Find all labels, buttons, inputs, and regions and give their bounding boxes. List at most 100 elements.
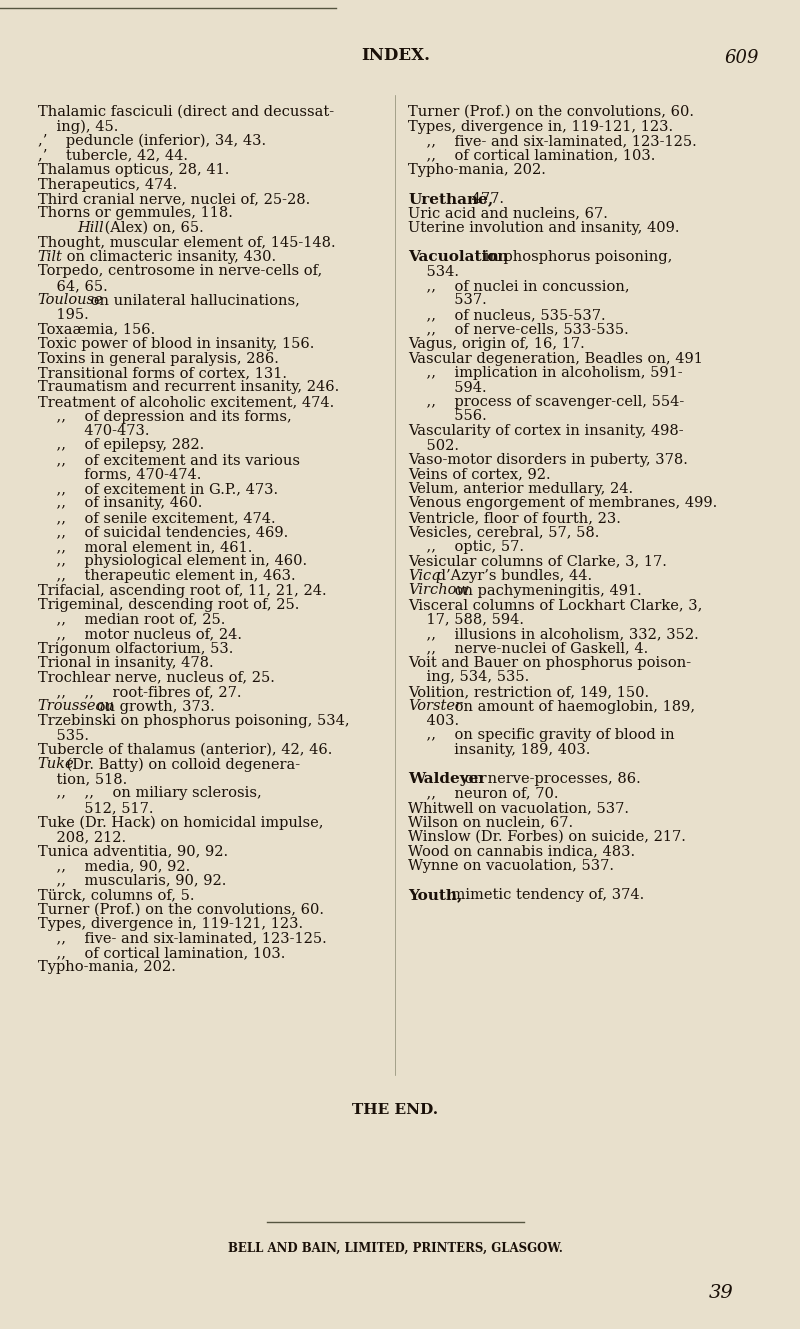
Text: ,,    five- and six-laminated, 123-125.: ,, five- and six-laminated, 123-125. — [38, 932, 326, 945]
Text: 534.: 534. — [408, 264, 459, 279]
Text: 594.: 594. — [408, 380, 487, 395]
Text: Voit and Bauer on phosphorus poison-: Voit and Bauer on phosphorus poison- — [408, 657, 691, 670]
Text: Types, divergence in, 119-121, 123.: Types, divergence in, 119-121, 123. — [408, 120, 674, 133]
Text: Trifacial, ascending root of, 11, 21, 24.: Trifacial, ascending root of, 11, 21, 24… — [38, 583, 326, 598]
Text: ,,    muscularis, 90, 92.: ,, muscularis, 90, 92. — [38, 873, 226, 888]
Text: Turner (Prof.) on the convolutions, 60.: Turner (Prof.) on the convolutions, 60. — [408, 105, 694, 120]
Text: Tilt: Tilt — [38, 250, 62, 264]
Text: Third cranial nerve, nuclei of, 25-28.: Third cranial nerve, nuclei of, 25-28. — [38, 191, 310, 206]
Text: Tuke (Dr. Hack) on homicidal impulse,: Tuke (Dr. Hack) on homicidal impulse, — [38, 816, 323, 829]
Text: Torpedo, centrosome in nerve-cells of,: Torpedo, centrosome in nerve-cells of, — [38, 264, 322, 279]
Text: Toulouse: Toulouse — [38, 294, 103, 307]
Text: Vagus, origin of, 16, 17.: Vagus, origin of, 16, 17. — [408, 338, 585, 351]
Text: ,,    of suicidal tendencies, 469.: ,, of suicidal tendencies, 469. — [38, 525, 288, 540]
Text: Toxic power of blood in insanity, 156.: Toxic power of blood in insanity, 156. — [38, 338, 314, 351]
Text: ,,    optic, 57.: ,, optic, 57. — [408, 540, 524, 554]
Text: Turner (Prof.) on the convolutions, 60.: Turner (Prof.) on the convolutions, 60. — [38, 902, 323, 917]
Text: Vascular degeneration, Beadles on, 491: Vascular degeneration, Beadles on, 491 — [408, 351, 703, 365]
Text: ,,    motor nucleus of, 24.: ,, motor nucleus of, 24. — [38, 627, 242, 641]
Text: 208, 212.: 208, 212. — [38, 831, 126, 844]
Text: Trional in insanity, 478.: Trional in insanity, 478. — [38, 657, 213, 670]
Text: Thalamic fasciculi (direct and decussat-: Thalamic fasciculi (direct and decussat- — [38, 105, 334, 120]
Text: ,,    ,,    on miliary sclerosis,: ,, ,, on miliary sclerosis, — [38, 787, 262, 800]
Text: Velum, anterior medullary, 24.: Velum, anterior medullary, 24. — [408, 482, 634, 496]
Text: on growth, 373.: on growth, 373. — [92, 699, 214, 714]
Text: insanity, 189, 403.: insanity, 189, 403. — [408, 743, 590, 758]
Text: 39: 39 — [709, 1284, 734, 1302]
Text: Vacuolation: Vacuolation — [408, 250, 509, 264]
Text: ,,    five- and six-laminated, 123-125.: ,, five- and six-laminated, 123-125. — [408, 134, 697, 148]
Text: Vascularity of cortex in insanity, 498-: Vascularity of cortex in insanity, 498- — [408, 424, 684, 439]
Text: Thalamus opticus, 28, 41.: Thalamus opticus, 28, 41. — [38, 163, 229, 177]
Text: ,,    nerve-nuclei of Gaskell, 4.: ,, nerve-nuclei of Gaskell, 4. — [408, 642, 649, 655]
Text: Volition, restriction of, 149, 150.: Volition, restriction of, 149, 150. — [408, 684, 650, 699]
Text: Vesicles, cerebral, 57, 58.: Vesicles, cerebral, 57, 58. — [408, 525, 599, 540]
Text: ,,    implication in alcoholism, 591-: ,, implication in alcoholism, 591- — [408, 365, 683, 380]
Text: Trigeminal, descending root of, 25.: Trigeminal, descending root of, 25. — [38, 598, 299, 611]
Text: ,,    on specific gravity of blood in: ,, on specific gravity of blood in — [408, 728, 675, 743]
Text: Traumatism and recurrent insanity, 246.: Traumatism and recurrent insanity, 246. — [38, 380, 339, 395]
Text: ,,    illusions in alcoholism, 332, 352.: ,, illusions in alcoholism, 332, 352. — [408, 627, 699, 641]
Text: Thorns or gemmules, 118.: Thorns or gemmules, 118. — [38, 206, 233, 221]
Text: 537.: 537. — [408, 294, 487, 307]
Text: Tunica adventitia, 90, 92.: Tunica adventitia, 90, 92. — [38, 844, 228, 859]
Text: forms, 470-474.: forms, 470-474. — [38, 468, 201, 481]
Text: 535.: 535. — [38, 728, 89, 743]
Text: ,,    of nuclei in concussion,: ,, of nuclei in concussion, — [408, 279, 630, 292]
Text: 17, 588, 594.: 17, 588, 594. — [408, 613, 524, 626]
Text: in phosphorus poisoning,: in phosphorus poisoning, — [480, 250, 672, 264]
Text: ,,    therapeutic element in, 463.: ,, therapeutic element in, 463. — [38, 569, 295, 583]
Text: Uric acid and nucleins, 67.: Uric acid and nucleins, 67. — [408, 206, 608, 221]
Text: Treatment of alcoholic excitement, 474.: Treatment of alcoholic excitement, 474. — [38, 395, 334, 409]
Text: Venous engorgement of membranes, 499.: Venous engorgement of membranes, 499. — [408, 497, 718, 510]
Text: ,,    neuron of, 70.: ,, neuron of, 70. — [408, 787, 558, 800]
Text: (Dr. Batty) on colloid degenera-: (Dr. Batty) on colloid degenera- — [62, 758, 300, 772]
Text: (Alex) on, 65.: (Alex) on, 65. — [100, 221, 204, 235]
Text: Therapeutics, 474.: Therapeutics, 474. — [38, 178, 177, 191]
Text: Winslow (Dr. Forbes) on suicide, 217.: Winslow (Dr. Forbes) on suicide, 217. — [408, 831, 686, 844]
Text: 512, 517.: 512, 517. — [38, 801, 153, 815]
Text: ,,    of epilepsy, 282.: ,, of epilepsy, 282. — [38, 439, 204, 452]
Text: ,,    process of scavenger-cell, 554-: ,, process of scavenger-cell, 554- — [408, 395, 685, 409]
Text: Typho-mania, 202.: Typho-mania, 202. — [38, 961, 175, 974]
Text: Vaso-motor disorders in puberty, 378.: Vaso-motor disorders in puberty, 378. — [408, 453, 688, 466]
Text: ,,    moral element in, 461.: ,, moral element in, 461. — [38, 540, 252, 554]
Text: tion, 518.: tion, 518. — [38, 772, 127, 785]
Text: on unilateral hallucinations,: on unilateral hallucinations, — [86, 294, 299, 307]
Text: ,,    of nucleus, 535-537.: ,, of nucleus, 535-537. — [408, 308, 606, 322]
Text: 470-473.: 470-473. — [38, 424, 149, 439]
Text: Wood on cannabis indica, 483.: Wood on cannabis indica, 483. — [408, 844, 635, 859]
Text: Vorster: Vorster — [408, 699, 462, 714]
Text: ,,    of depression and its forms,: ,, of depression and its forms, — [38, 409, 291, 424]
Text: ,,    of insanity, 460.: ,, of insanity, 460. — [38, 497, 202, 510]
Text: Veins of cortex, 92.: Veins of cortex, 92. — [408, 468, 551, 481]
Text: Trochlear nerve, nucleus of, 25.: Trochlear nerve, nucleus of, 25. — [38, 671, 274, 684]
Text: mimetic tendency of, 374.: mimetic tendency of, 374. — [447, 888, 645, 902]
Text: on climacteric insanity, 430.: on climacteric insanity, 430. — [62, 250, 276, 264]
Text: on amount of haemoglobin, 189,: on amount of haemoglobin, 189, — [450, 699, 695, 714]
Text: Whitwell on vacuolation, 537.: Whitwell on vacuolation, 537. — [408, 801, 629, 815]
Text: ,,    physiological element in, 460.: ,, physiological element in, 460. — [38, 554, 306, 569]
Text: 609: 609 — [724, 49, 758, 66]
Text: ,,    media, 90, 92.: ,, media, 90, 92. — [38, 859, 190, 873]
Text: Toxaæmia, 156.: Toxaæmia, 156. — [38, 323, 155, 336]
Text: Trigonum olfactorium, 53.: Trigonum olfactorium, 53. — [38, 642, 233, 655]
Text: Türck, columns of, 5.: Türck, columns of, 5. — [38, 888, 194, 902]
Text: d’Azyr’s bundles, 44.: d’Azyr’s bundles, 44. — [432, 569, 592, 583]
Text: Tuke: Tuke — [38, 758, 74, 772]
Text: Tubercle of thalamus (anterior), 42, 46.: Tubercle of thalamus (anterior), 42, 46. — [38, 743, 332, 758]
Text: Thought, muscular element of, 145-148.: Thought, muscular element of, 145-148. — [38, 235, 335, 250]
Text: INDEX.: INDEX. — [361, 47, 430, 64]
Text: BELL AND BAIN, LIMITED, PRINTERS, GLASGOW.: BELL AND BAIN, LIMITED, PRINTERS, GLASGO… — [228, 1241, 562, 1255]
Text: Wilson on nuclein, 67.: Wilson on nuclein, 67. — [408, 816, 574, 829]
Text: ,,    of excitement in G.P., 473.: ,, of excitement in G.P., 473. — [38, 482, 278, 496]
Text: Urethane,: Urethane, — [408, 191, 494, 206]
Text: Trousseau: Trousseau — [38, 699, 114, 714]
Text: ing, 534, 535.: ing, 534, 535. — [408, 671, 530, 684]
Text: 502.: 502. — [408, 439, 459, 452]
Text: Youth,: Youth, — [408, 888, 462, 902]
Text: Toxins in general paralysis, 286.: Toxins in general paralysis, 286. — [38, 351, 278, 365]
Text: 195.: 195. — [38, 308, 88, 322]
Text: ing), 45.: ing), 45. — [38, 120, 118, 134]
Text: 64, 65.: 64, 65. — [38, 279, 107, 292]
